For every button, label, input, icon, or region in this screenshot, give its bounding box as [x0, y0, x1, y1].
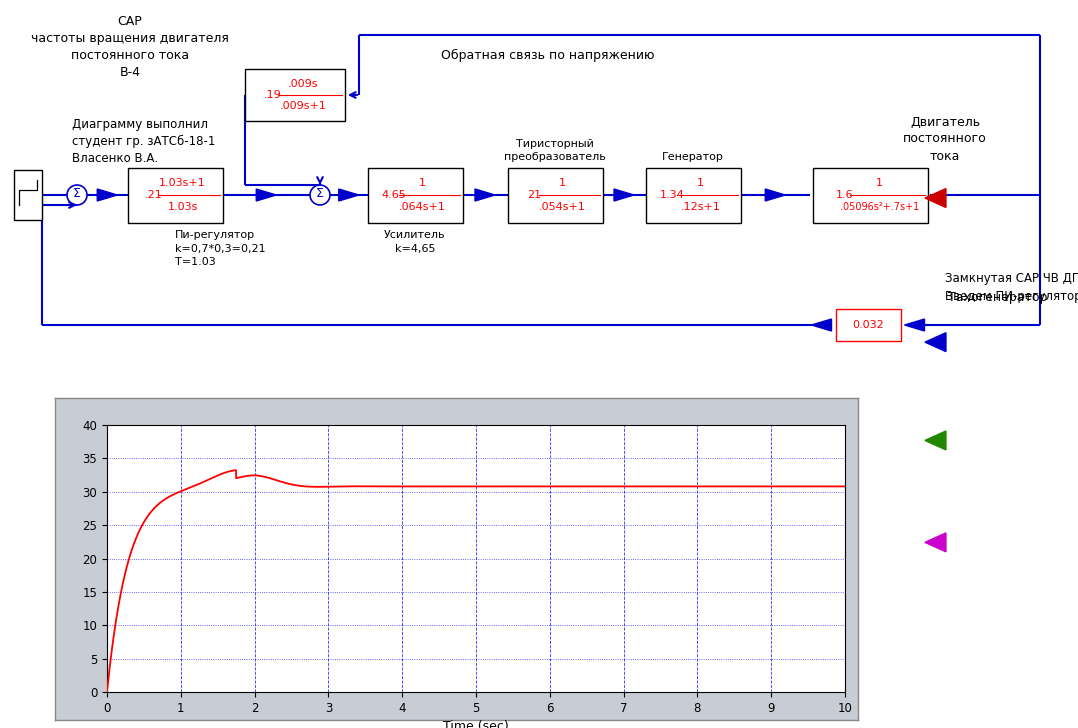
Polygon shape [257, 189, 276, 201]
Bar [59, 401, 73, 417]
Bar [14, 170, 42, 220]
X-axis label: Time (sec): Time (sec) [443, 720, 509, 728]
Text: Тиристорный
преобразователь: Тиристорный преобразователь [505, 139, 606, 162]
Text: Пи-регулятор
k=0,7*0,3=0,21
Т=1.03: Пи-регулятор k=0,7*0,3=0,21 Т=1.03 [175, 231, 265, 267]
Text: САР
частоты вращения двигателя
постоянного тока
В-4: САР частоты вращения двигателя постоянно… [31, 15, 229, 79]
Text: 1: 1 [559, 178, 566, 188]
Text: 1.03s+1: 1.03s+1 [160, 178, 206, 188]
Bar [508, 167, 603, 223]
Text: Тахогенератор: Тахогенератор [948, 290, 1048, 304]
Bar [245, 69, 345, 121]
Bar [782, 400, 804, 418]
Text: 1: 1 [875, 178, 883, 188]
Text: Замкнутая САР ЧВ ДПТ
Введем ПИ-регулятор: Замкнутая САР ЧВ ДПТ Введем ПИ-регулятор [945, 272, 1078, 303]
Polygon shape [812, 319, 831, 331]
Bar [646, 167, 741, 223]
Text: Усилитель
k=4,65: Усилитель k=4,65 [384, 231, 445, 253]
Text: Генератор: Генератор [662, 152, 724, 162]
Text: .12s+1: .12s+1 [680, 202, 720, 212]
Text: 0.032: 0.032 [852, 320, 884, 330]
Text: .009s: .009s [288, 79, 318, 89]
Text: Диаграмму выполнил
студент гр. зАТСб-18-1
Власенко В.А.: Диаграмму выполнил студент гр. зАТСб-18-… [72, 118, 216, 165]
Text: Σ: Σ [316, 187, 323, 200]
Bar [368, 167, 462, 223]
Bar [835, 309, 900, 341]
Bar [808, 400, 830, 418]
Text: .05096s²+.7s+1: .05096s²+.7s+1 [840, 202, 918, 212]
Polygon shape [97, 189, 118, 201]
Text: переходная характеристика стабилизированной замкнутой САР ЧВ ДПТ: переходная характеристика стабилизирован… [77, 404, 503, 414]
Text: 1: 1 [419, 178, 426, 188]
Bar [127, 167, 222, 223]
Polygon shape [765, 189, 785, 201]
Text: 1: 1 [697, 178, 704, 188]
Text: 1.6: 1.6 [835, 190, 854, 200]
Text: Двигатель
постоянного
тока: Двигатель постоянного тока [903, 116, 986, 162]
Text: 21: 21 [527, 190, 541, 200]
Text: .064s+1: .064s+1 [399, 202, 446, 212]
Text: Σ: Σ [73, 187, 81, 200]
Polygon shape [904, 319, 925, 331]
Text: 1.34: 1.34 [660, 190, 685, 200]
Text: .009s+1: .009s+1 [279, 101, 327, 111]
Text: Обратная связь по напряжению: Обратная связь по напряжению [441, 49, 654, 62]
Text: .054s+1: .054s+1 [539, 202, 586, 212]
Polygon shape [475, 189, 495, 201]
Text: 1.03s: 1.03s [167, 202, 197, 212]
Text: 4.65: 4.65 [382, 190, 406, 200]
Text: .21: .21 [146, 190, 163, 200]
Text: .19: .19 [264, 90, 281, 100]
Polygon shape [614, 189, 634, 201]
Polygon shape [338, 189, 359, 201]
Bar [813, 167, 927, 223]
Bar [834, 400, 856, 418]
